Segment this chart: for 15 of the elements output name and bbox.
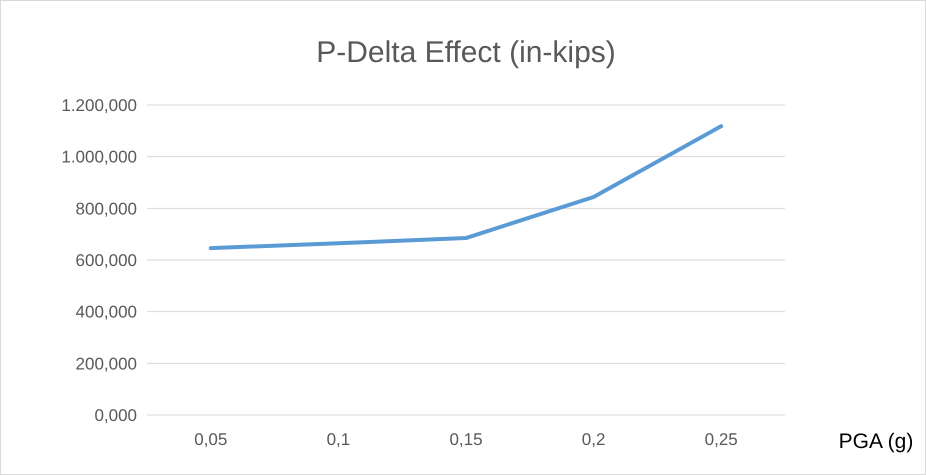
x-tick-label: 0,25 (704, 430, 738, 449)
y-tick-label: 0,000 (94, 406, 137, 425)
chart-title: P-Delta Effect (in-kips) (316, 36, 616, 69)
x-tick-label: 0,1 (326, 430, 350, 449)
x-tick-label: 0,2 (582, 430, 606, 449)
y-tick-label: 200,000 (76, 354, 137, 374)
x-tick-label: 0,05 (194, 430, 228, 449)
x-axis-title: PGA (g) (838, 430, 914, 453)
y-tick-label: 1.000,000 (61, 148, 137, 167)
y-tick-label: 800,000 (76, 199, 137, 218)
y-tick-label: 400,000 (76, 302, 137, 322)
x-tick-label: 0,15 (449, 430, 483, 449)
y-tick-label: 1.200,000 (61, 96, 137, 115)
y-tick-label: 600,000 (76, 250, 137, 270)
line-series (208, 124, 724, 250)
